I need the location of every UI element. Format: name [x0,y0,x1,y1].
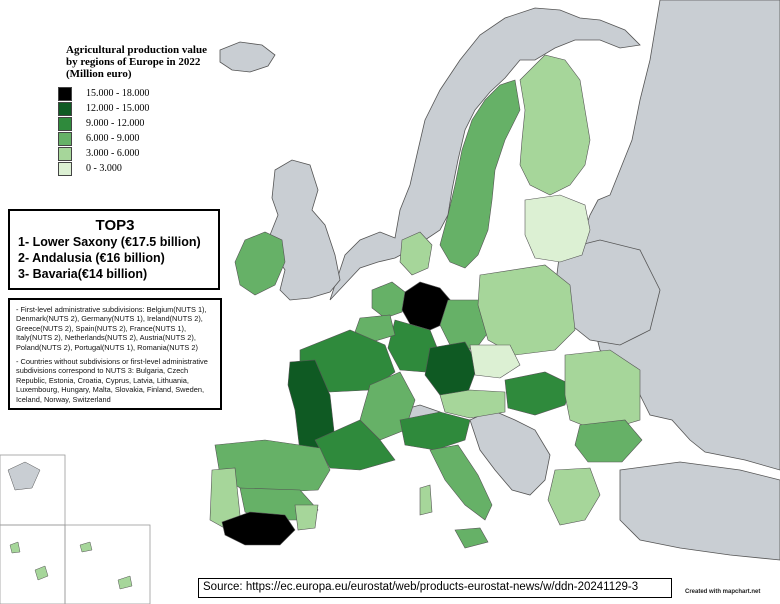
azores-island-1 [79,541,93,553]
legend-label: 3.000 - 6.000 [86,148,140,159]
svalbard-land [7,461,41,491]
region-denmark[interactable] [399,231,433,276]
inset-svalbard [0,454,66,526]
region-italy-north[interactable] [399,411,471,451]
region-finland[interactable] [519,54,591,196]
balkans-grey [469,409,551,496]
note-nuts3: - Countries without subdivisions or firs… [16,357,208,404]
inset-frames [0,454,151,604]
great-britain [269,159,341,301]
region-bavaria[interactable] [424,341,479,396]
turkey [619,461,780,561]
canary-island-2 [34,565,49,581]
legend-row: 15.000 - 18.000 [58,86,208,101]
legend-row: 3.000 - 6.000 [58,146,208,161]
legend-label: 12.000 - 15.000 [86,103,150,114]
region-sweden[interactable] [439,79,521,269]
region-romania[interactable] [564,349,641,433]
legend-title: Agricultural production value by regions… [66,44,207,80]
top3-box: TOP3 1- Lower Saxony (€17.5 billion) 2- … [8,209,220,290]
iceland [219,41,276,73]
region-murcia[interactable] [294,504,319,531]
legend-swatch [58,116,72,131]
top3-item: 1- Lower Saxony (€17.5 billion) [18,235,201,249]
region-germany-mid[interactable] [387,319,441,373]
legend-row: 12.000 - 15.000 [58,101,208,116]
region-sicily[interactable] [454,527,489,549]
top3-item: 3- Bavaria(€14 billion) [18,267,148,281]
region-andalusia[interactable] [221,511,296,546]
azores-island-2 [117,575,133,590]
legend-label: 0 - 3.000 [86,163,122,174]
canary-island-1 [9,541,21,554]
legend-row: 9.000 - 12.000 [58,116,208,131]
inset-islands [7,461,133,590]
legend-label: 9.000 - 12.000 [86,118,145,129]
inset-canary [0,524,66,604]
top3-item: 2- Andalusia (€16 billion) [18,251,165,265]
region-sardinia[interactable] [419,484,433,516]
inset-azores [64,524,151,604]
region-austria[interactable] [439,389,506,419]
top3-title: TOP3 [95,217,135,234]
no-data-land [219,0,780,561]
region-greece[interactable] [547,467,601,526]
region-hungary[interactable] [504,371,573,416]
legend-label: 15.000 - 18.000 [86,88,150,99]
region-bulgaria[interactable] [574,419,643,463]
map-legend: Agricultural production value by regions… [58,44,208,176]
legend-swatch [58,146,72,161]
mapchart-credit: Created with mapchart.net [685,589,761,595]
notes-box: - First-level administrative subdivision… [8,298,222,410]
legend-swatch [58,161,72,176]
legend-row: 0 - 3.000 [58,161,208,176]
legend-row: 6.000 - 9.000 [58,131,208,146]
note-first-level: - First-level administrative subdivision… [16,305,207,352]
region-france-south[interactable] [314,419,396,471]
legend-swatch [58,131,72,146]
region-italy-centre[interactable] [429,444,493,521]
source-caption: Source: https://ec.europa.eu/eurostat/we… [198,578,672,598]
region-netherlands[interactable] [371,281,406,319]
legend-swatch [58,86,72,101]
region-baltics[interactable] [524,194,591,263]
region-ireland[interactable] [234,231,286,296]
region-czechia[interactable] [469,344,521,379]
legend-swatch [58,101,72,116]
data-regions [209,54,643,549]
legend-items: 15.000 - 18.000 12.000 - 15.000 9.000 - 12… [58,86,208,176]
legend-label: 6.000 - 9.000 [86,133,140,144]
region-poland[interactable] [477,264,576,356]
region-belgium[interactable] [354,314,396,343]
norway-land [329,7,641,301]
